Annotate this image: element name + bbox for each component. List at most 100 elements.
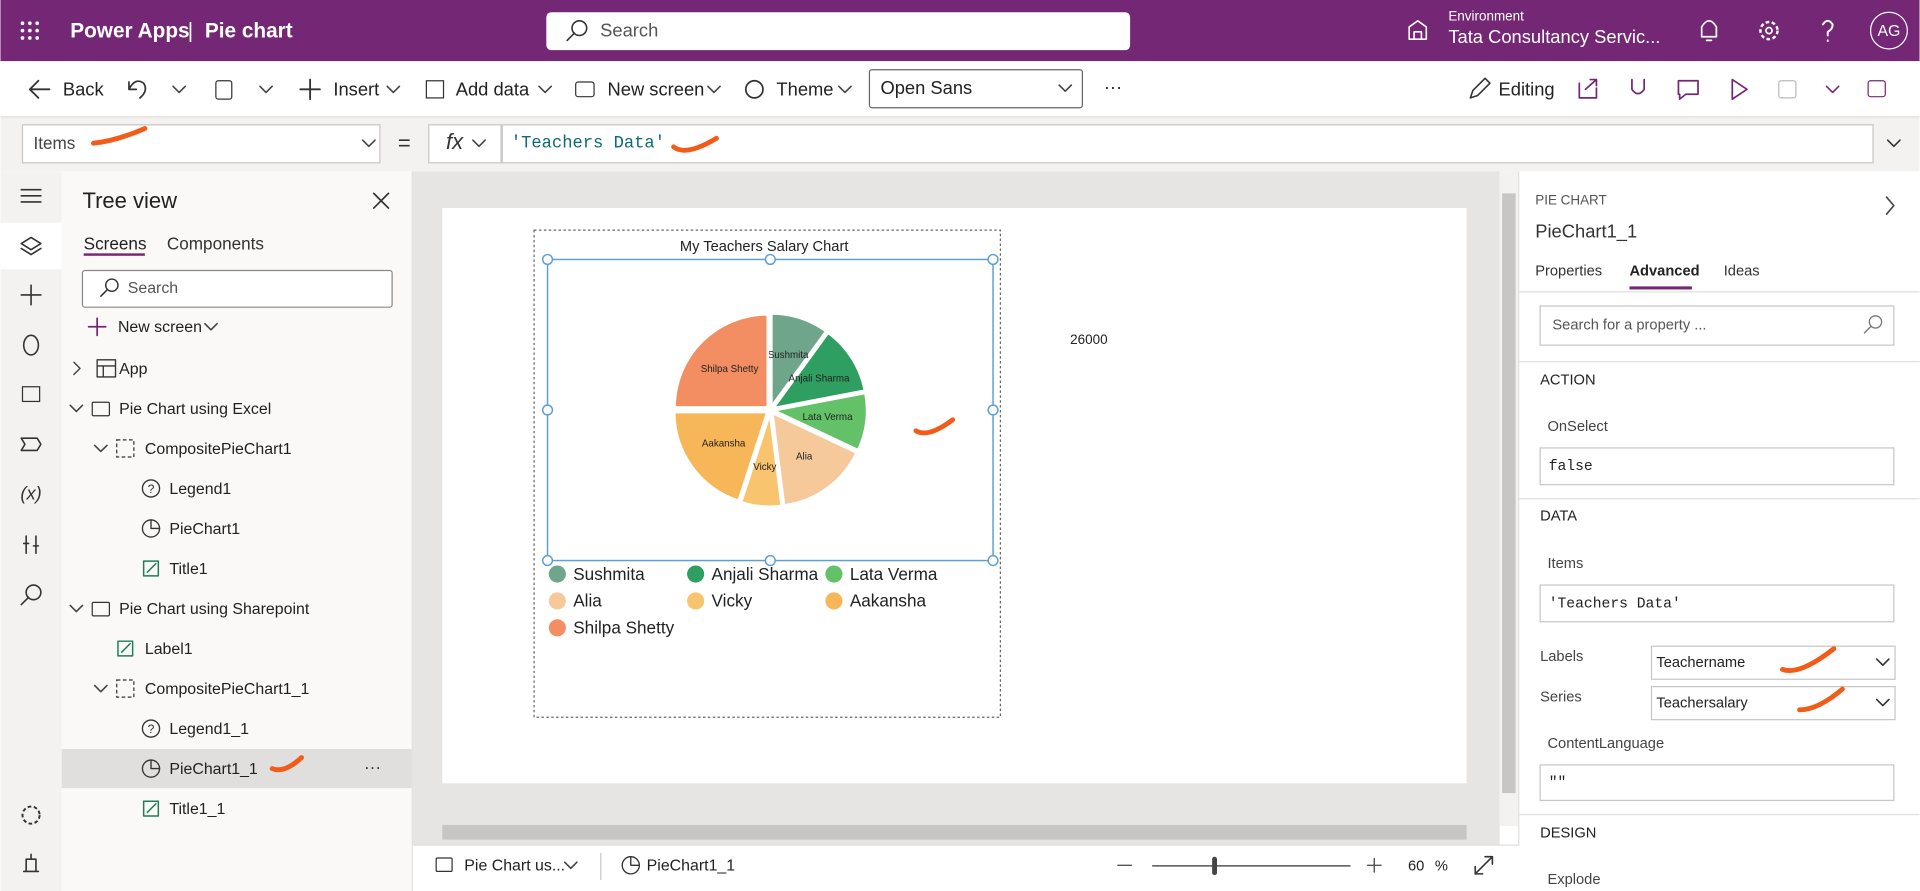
tab-advanced[interactable]: Advanced (1629, 264, 1699, 280)
horizontal-scrollbar[interactable] (442, 824, 1467, 840)
pie-slice[interactable] (673, 313, 769, 409)
property-dropdown[interactable] (21, 124, 381, 164)
advanced-tools-icon[interactable] (22, 535, 40, 554)
tree-view-icon[interactable] (20, 236, 42, 256)
search-rail-icon[interactable] (25, 584, 42, 601)
resize-handle[interactable] (987, 554, 999, 567)
pie-slice[interactable] (770, 410, 859, 507)
tab-ideas[interactable]: Ideas (1724, 264, 1760, 280)
app-launcher-dot[interactable] (27, 36, 32, 40)
tree-item[interactable]: PieChart1_1 (169, 761, 258, 778)
collapse-icon[interactable] (1885, 196, 1895, 215)
editing-status[interactable]: Editing (1499, 78, 1555, 99)
settings-icon[interactable] (1759, 20, 1779, 41)
app-launcher-dot[interactable] (20, 28, 25, 33)
resize-handle[interactable] (541, 253, 554, 266)
tab-components[interactable]: Components (167, 233, 264, 253)
zoom-thumb[interactable] (1212, 856, 1218, 876)
more-button[interactable]: ··· (1104, 76, 1122, 97)
new-screen-link[interactable]: New screen (118, 319, 202, 336)
back-icon[interactable] (28, 79, 51, 99)
fit-icon[interactable] (1474, 855, 1494, 875)
add-data-icon[interactable] (425, 80, 445, 99)
tree-item[interactable]: PieChart1 (169, 521, 240, 538)
power-automate-icon[interactable] (20, 437, 42, 452)
back-button[interactable]: Back (63, 78, 105, 99)
resize-handle[interactable] (987, 253, 999, 266)
resize-handle[interactable] (541, 554, 554, 567)
user-avatar[interactable] (1869, 11, 1908, 50)
settings-rail-icon[interactable] (21, 805, 41, 825)
notification-icon[interactable] (1700, 19, 1718, 42)
help-icon[interactable] (1821, 19, 1834, 42)
app-launcher-dot[interactable] (35, 28, 40, 33)
tree-item-more[interactable]: ··· (364, 757, 381, 777)
clipboard-icon[interactable] (215, 80, 233, 100)
search-box[interactable] (546, 12, 1131, 51)
zoom-in[interactable] (1366, 857, 1382, 873)
labels-dropdown[interactable] (1650, 645, 1896, 680)
app-launcher-dot[interactable] (27, 21, 32, 26)
insert-icon[interactable] (299, 78, 321, 101)
resize-handle[interactable] (764, 554, 776, 567)
pie-slice[interactable] (739, 413, 783, 508)
comments-icon[interactable] (1677, 79, 1699, 100)
tree-item[interactable]: Legend1 (169, 481, 231, 498)
tree-item[interactable]: CompositePieChart1 (145, 441, 292, 458)
publish-icon[interactable] (1867, 80, 1886, 98)
tree-item[interactable]: Pie Chart using Sharepoint (119, 601, 310, 618)
undo-icon[interactable] (128, 80, 147, 99)
tree-item[interactable]: CompositePieChart1_1 (145, 681, 310, 698)
property-input[interactable] (1539, 764, 1895, 802)
property-input[interactable] (1539, 584, 1895, 623)
virtual-agent-icon[interactable] (22, 853, 40, 873)
formula-input[interactable] (501, 124, 1874, 164)
tree-item[interactable]: Pie Chart using Excel (119, 401, 271, 418)
expand-icon[interactable] (73, 361, 81, 376)
insert-button[interactable]: Insert (333, 78, 379, 99)
pie-slice[interactable] (673, 410, 770, 503)
add-data-button[interactable]: Add data (456, 78, 530, 99)
variables-rail-icon[interactable]: (x) (20, 482, 41, 503)
app-launcher-dot[interactable] (35, 21, 40, 26)
tree-item[interactable]: Title1 (169, 561, 207, 578)
checker-icon[interactable] (1631, 78, 1646, 95)
pie-slice[interactable] (770, 391, 869, 452)
tree-search[interactable] (81, 269, 393, 308)
close-icon[interactable] (372, 192, 390, 209)
insert-rail-icon[interactable] (20, 284, 42, 306)
theme-button[interactable]: Theme (776, 78, 833, 99)
resize-handle[interactable] (764, 253, 776, 266)
tree-item[interactable]: Label1 (145, 641, 193, 658)
app-launcher-dot[interactable] (35, 36, 40, 40)
media-rail-icon[interactable] (21, 386, 41, 403)
new-screen-button[interactable]: New screen (608, 78, 705, 99)
property-search[interactable] (1539, 305, 1895, 346)
property-input[interactable] (1539, 447, 1895, 486)
tree-item[interactable]: Title1_1 (169, 801, 225, 818)
new-screen-icon[interactable] (575, 81, 595, 98)
pie-slice[interactable] (770, 331, 867, 410)
fx-button[interactable] (428, 124, 502, 164)
tree-item[interactable]: App (119, 361, 147, 378)
control-selector[interactable]: PieChart1_1 (647, 858, 736, 875)
theme-icon[interactable] (744, 79, 764, 99)
tab-properties[interactable]: Properties (1535, 264, 1602, 280)
series-dropdown[interactable] (1650, 685, 1896, 721)
menu-icon[interactable] (20, 188, 42, 203)
resize-handle[interactable] (987, 404, 999, 416)
tab-screens[interactable]: Screens (84, 233, 147, 253)
font-dropdown[interactable] (868, 69, 1084, 109)
environment-name[interactable]: Tata Consultancy Servic... (1448, 26, 1660, 47)
share-icon[interactable] (1578, 78, 1598, 99)
vertical-scrollbar[interactable] (1502, 193, 1516, 794)
edit-icon[interactable] (1469, 77, 1491, 99)
app-launcher-dot[interactable] (20, 21, 25, 26)
data-rail-icon[interactable] (22, 334, 40, 356)
app-launcher-dot[interactable] (27, 28, 32, 33)
app-launcher-dot[interactable] (20, 36, 25, 40)
screen-selector[interactable]: Pie Chart us... (464, 858, 565, 875)
preview-icon[interactable] (1731, 78, 1748, 100)
tree-item[interactable]: Legend1_1 (169, 721, 249, 738)
pie-slice[interactable] (770, 312, 828, 411)
